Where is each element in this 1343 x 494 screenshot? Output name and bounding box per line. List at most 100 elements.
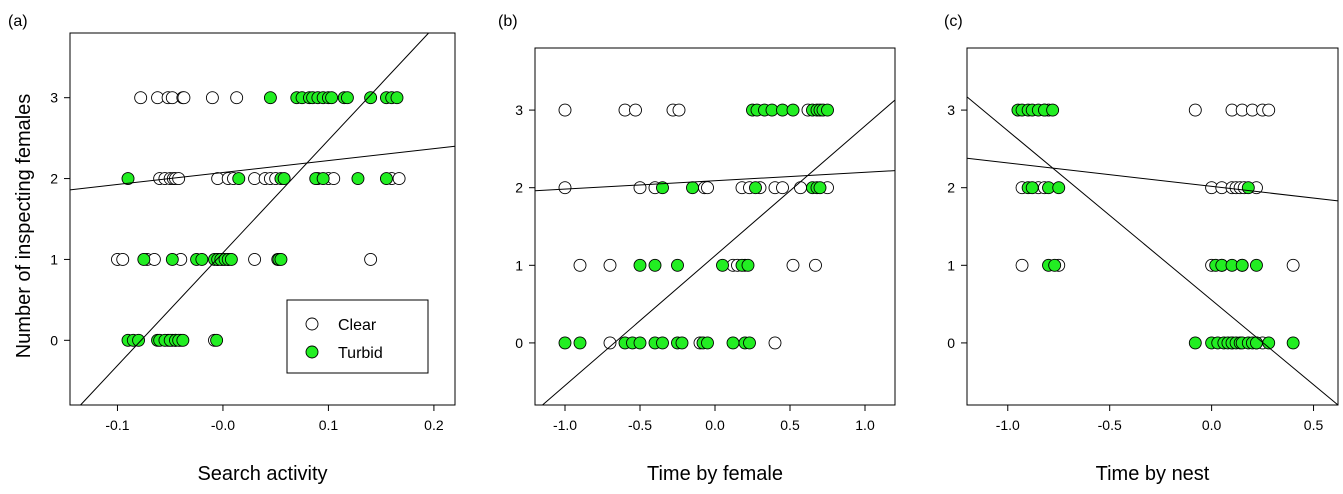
data-point-clear <box>364 252 378 266</box>
x-tick-label: -1.0 <box>996 417 1020 433</box>
data-point-turbid <box>726 336 740 350</box>
data-point-turbid <box>786 103 800 117</box>
data-point-turbid <box>671 258 684 272</box>
x-tick-label: -0.5 <box>1098 417 1122 433</box>
y-tick-label: 1 <box>50 251 58 267</box>
panel-b: (b) 0 1 2 3 -1.0 -0.5 0.0 0.5 1.0 Time by female <box>498 13 896 485</box>
fit-line-clear <box>966 157 1339 202</box>
legend-box <box>286 299 429 374</box>
x-tick-label: -0.5 <box>628 417 652 433</box>
x-tick-label: 1.0 <box>855 417 875 433</box>
data-point-turbid <box>232 172 246 186</box>
data-point-turbid <box>813 181 827 195</box>
plot-frame-a <box>69 32 456 406</box>
data-point-turbid <box>165 252 179 266</box>
data-point-turbid <box>1188 336 1202 350</box>
data-point-turbid <box>195 252 209 266</box>
data-point-turbid <box>340 91 354 105</box>
data-point-turbid <box>379 172 393 186</box>
panel-c: (c) 0 1 2 3 -1.0 -0.5 0.0 0.5 Time by nest <box>944 13 1339 485</box>
fit-line-turbid <box>542 99 896 406</box>
y-tick-label: 2 <box>50 171 58 187</box>
legend-label-turbid: Turbid <box>338 345 383 362</box>
data-point-clear <box>205 91 219 105</box>
data-point-clear <box>1188 103 1202 117</box>
data-point-turbid <box>351 172 365 186</box>
plot-frame-b <box>534 47 896 406</box>
y-tick-label: 0 <box>50 332 58 348</box>
panel-label-b: (b) <box>498 13 518 30</box>
data-point-clear <box>1262 103 1276 117</box>
x-tick-label: 0.1 <box>319 417 339 433</box>
fit-line-clear <box>69 145 456 191</box>
data-point-clear <box>230 91 244 105</box>
data-point-turbid <box>132 333 146 347</box>
data-point-turbid <box>137 252 151 266</box>
data-point-clear <box>701 181 714 195</box>
data-point-turbid <box>1048 258 1062 272</box>
data-point-clear <box>603 336 617 350</box>
data-point-turbid <box>176 333 190 347</box>
data-point-turbid <box>210 333 224 347</box>
x-tick-label: 0.0 <box>705 417 725 433</box>
data-point-clear <box>248 252 262 266</box>
x-tick-label: -0.0 <box>211 417 235 433</box>
data-point-turbid <box>274 252 288 266</box>
fit-line-turbid <box>966 96 1339 406</box>
data-point-clear <box>633 181 647 195</box>
y-tick-label: 3 <box>50 90 58 106</box>
data-point-clear <box>1015 258 1029 272</box>
x-axis-title-a: Search activity <box>197 463 327 485</box>
data-point-clear <box>177 91 191 105</box>
data-point-clear <box>172 172 186 186</box>
data-point-clear <box>629 103 642 117</box>
data-point-turbid <box>364 91 378 105</box>
data-point-turbid <box>1241 181 1255 195</box>
data-point-clear <box>573 258 587 272</box>
data-point-turbid <box>743 336 756 350</box>
data-point-clear <box>786 258 800 272</box>
legend-marker-turbid <box>305 345 319 359</box>
data-point-turbid <box>573 336 587 350</box>
data-point-turbid <box>648 258 662 272</box>
plot-frame-c <box>966 47 1339 406</box>
x-tick-label: -0.1 <box>105 417 129 433</box>
data-point-turbid <box>686 181 699 195</box>
data-point-turbid <box>224 252 238 266</box>
data-point-turbid <box>741 258 755 272</box>
data-point-turbid <box>633 336 647 350</box>
data-point-turbid <box>558 336 572 350</box>
panel-label-a: (a) <box>8 13 28 30</box>
y-tick-label: 3 <box>515 102 523 118</box>
data-point-turbid <box>390 91 404 105</box>
data-point-clear <box>672 103 686 117</box>
data-point-turbid <box>749 181 762 195</box>
data-point-turbid <box>656 181 669 195</box>
data-point-clear <box>558 181 572 195</box>
y-tick-label: 2 <box>947 180 955 196</box>
y-tick-label: 1 <box>515 257 523 273</box>
x-axis-title-c: Time by nest <box>1096 463 1210 485</box>
panel-label-c: (c) <box>944 13 963 30</box>
x-axis-title-b: Time by female <box>647 463 783 485</box>
y-tick-label: 0 <box>947 335 955 351</box>
data-point-turbid <box>675 336 689 350</box>
data-point-clear <box>794 181 807 195</box>
y-tick-label: 1 <box>947 257 955 273</box>
legend-marker-clear <box>305 317 319 331</box>
data-point-clear <box>134 91 148 105</box>
data-point-turbid <box>1052 181 1066 195</box>
fit-line-clear <box>534 170 896 192</box>
data-point-turbid <box>633 258 647 272</box>
legend: Clear Turbid <box>286 299 429 374</box>
data-point-turbid <box>821 103 834 117</box>
data-point-turbid <box>1250 336 1263 350</box>
y-tick-label: 3 <box>947 102 955 118</box>
data-point-clear <box>558 103 572 117</box>
data-point-turbid <box>1025 181 1039 195</box>
x-tick-label: -1.0 <box>553 417 577 433</box>
data-point-clear <box>1286 258 1300 272</box>
data-point-turbid <box>277 172 291 186</box>
data-point-clear <box>603 258 617 272</box>
data-point-turbid <box>701 336 714 350</box>
